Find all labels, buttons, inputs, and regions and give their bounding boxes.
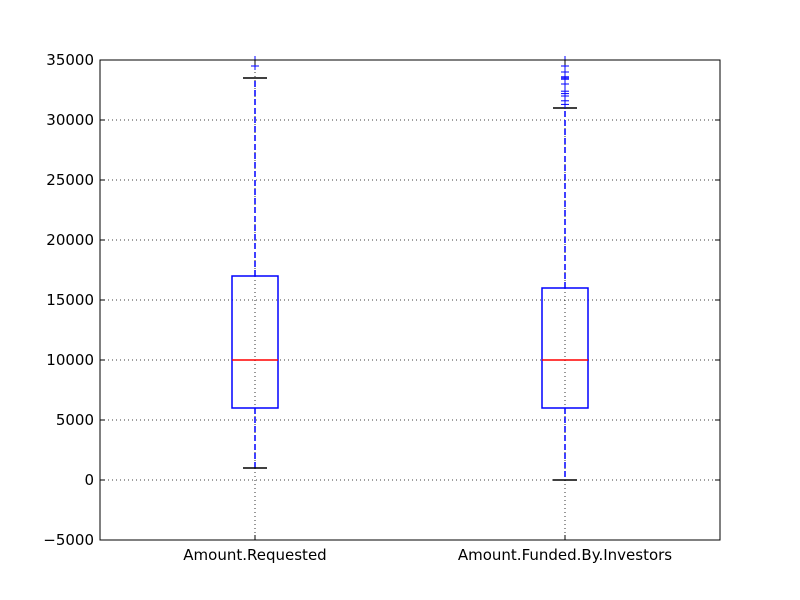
y-tick-label: 25000: [46, 171, 94, 189]
y-tick-label: 15000: [46, 291, 94, 309]
y-tick-label: 10000: [46, 351, 94, 369]
y-tick-label: 35000: [46, 51, 94, 69]
iqr-box: [231, 275, 279, 409]
y-tick-label: 0: [84, 471, 94, 489]
x-category-label: Amount.Requested: [183, 546, 326, 564]
x-category-label: Amount.Funded.By.Investors: [458, 546, 672, 564]
y-tick-label: 20000: [46, 231, 94, 249]
y-tick-label: 30000: [46, 111, 94, 129]
y-tick-label: −5000: [43, 531, 94, 549]
box-1: [231, 56, 279, 469]
outlier-point: [561, 87, 569, 96]
axes-group: −5000 0 5000 10000 15000 20000 25000 30000 35000…: [43, 51, 720, 564]
boxes-group: [231, 56, 589, 481]
iqr-box: [541, 287, 589, 409]
y-tick-label: 5000: [56, 411, 94, 429]
